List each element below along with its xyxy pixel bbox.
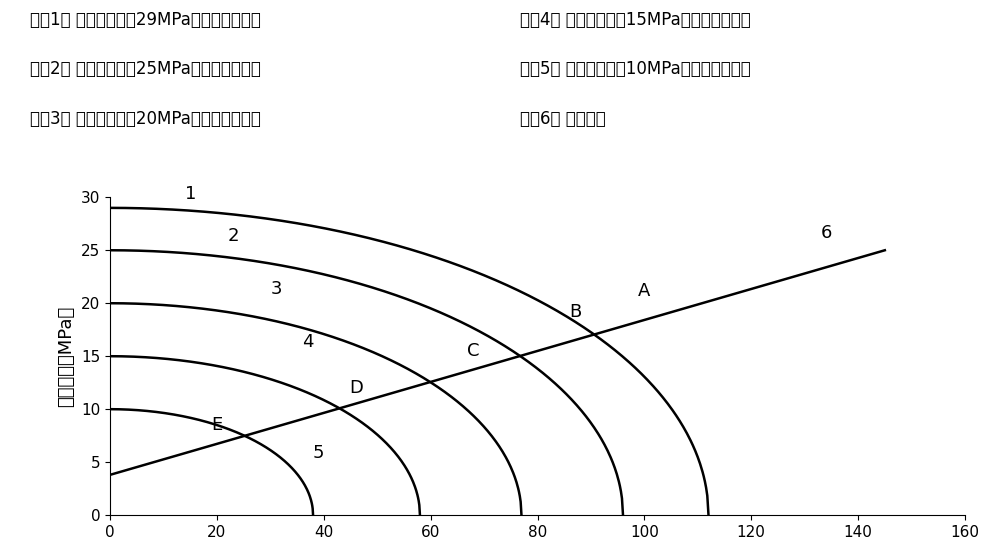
Text: 6: 6 — [821, 224, 832, 242]
Text: E: E — [211, 416, 222, 434]
Text: 曲煤4： 平均地层压力15MPa条件下流入曲线: 曲煤4： 平均地层压力15MPa条件下流入曲线 — [520, 11, 751, 29]
Text: 1: 1 — [185, 185, 196, 203]
Text: 曲煤5： 平均地层压力10MPa条件下流入曲线: 曲煤5： 平均地层压力10MPa条件下流入曲线 — [520, 60, 751, 78]
Text: 曲煤2： 平均地层压力25MPa条件下流入曲线: 曲煤2： 平均地层压力25MPa条件下流入曲线 — [30, 60, 261, 78]
Text: C: C — [467, 342, 480, 360]
Text: 2: 2 — [228, 227, 239, 245]
Text: 5: 5 — [313, 444, 325, 462]
Text: 曲煤3： 平均地层压力20MPa条件下流入曲线: 曲煤3： 平均地层压力20MPa条件下流入曲线 — [30, 110, 261, 128]
Text: B: B — [569, 302, 581, 321]
Y-axis label: 井底流压（MPa）: 井底流压（MPa） — [57, 306, 75, 407]
Text: D: D — [349, 379, 363, 397]
Text: 3: 3 — [270, 280, 282, 298]
Text: 曲煤1： 平均地层压力29MPa条件下流入曲线: 曲煤1： 平均地层压力29MPa条件下流入曲线 — [30, 11, 261, 29]
Text: 曲煤6： 流出曲线: 曲煤6： 流出曲线 — [520, 110, 606, 128]
Text: 4: 4 — [302, 333, 314, 351]
Text: A: A — [638, 282, 651, 300]
